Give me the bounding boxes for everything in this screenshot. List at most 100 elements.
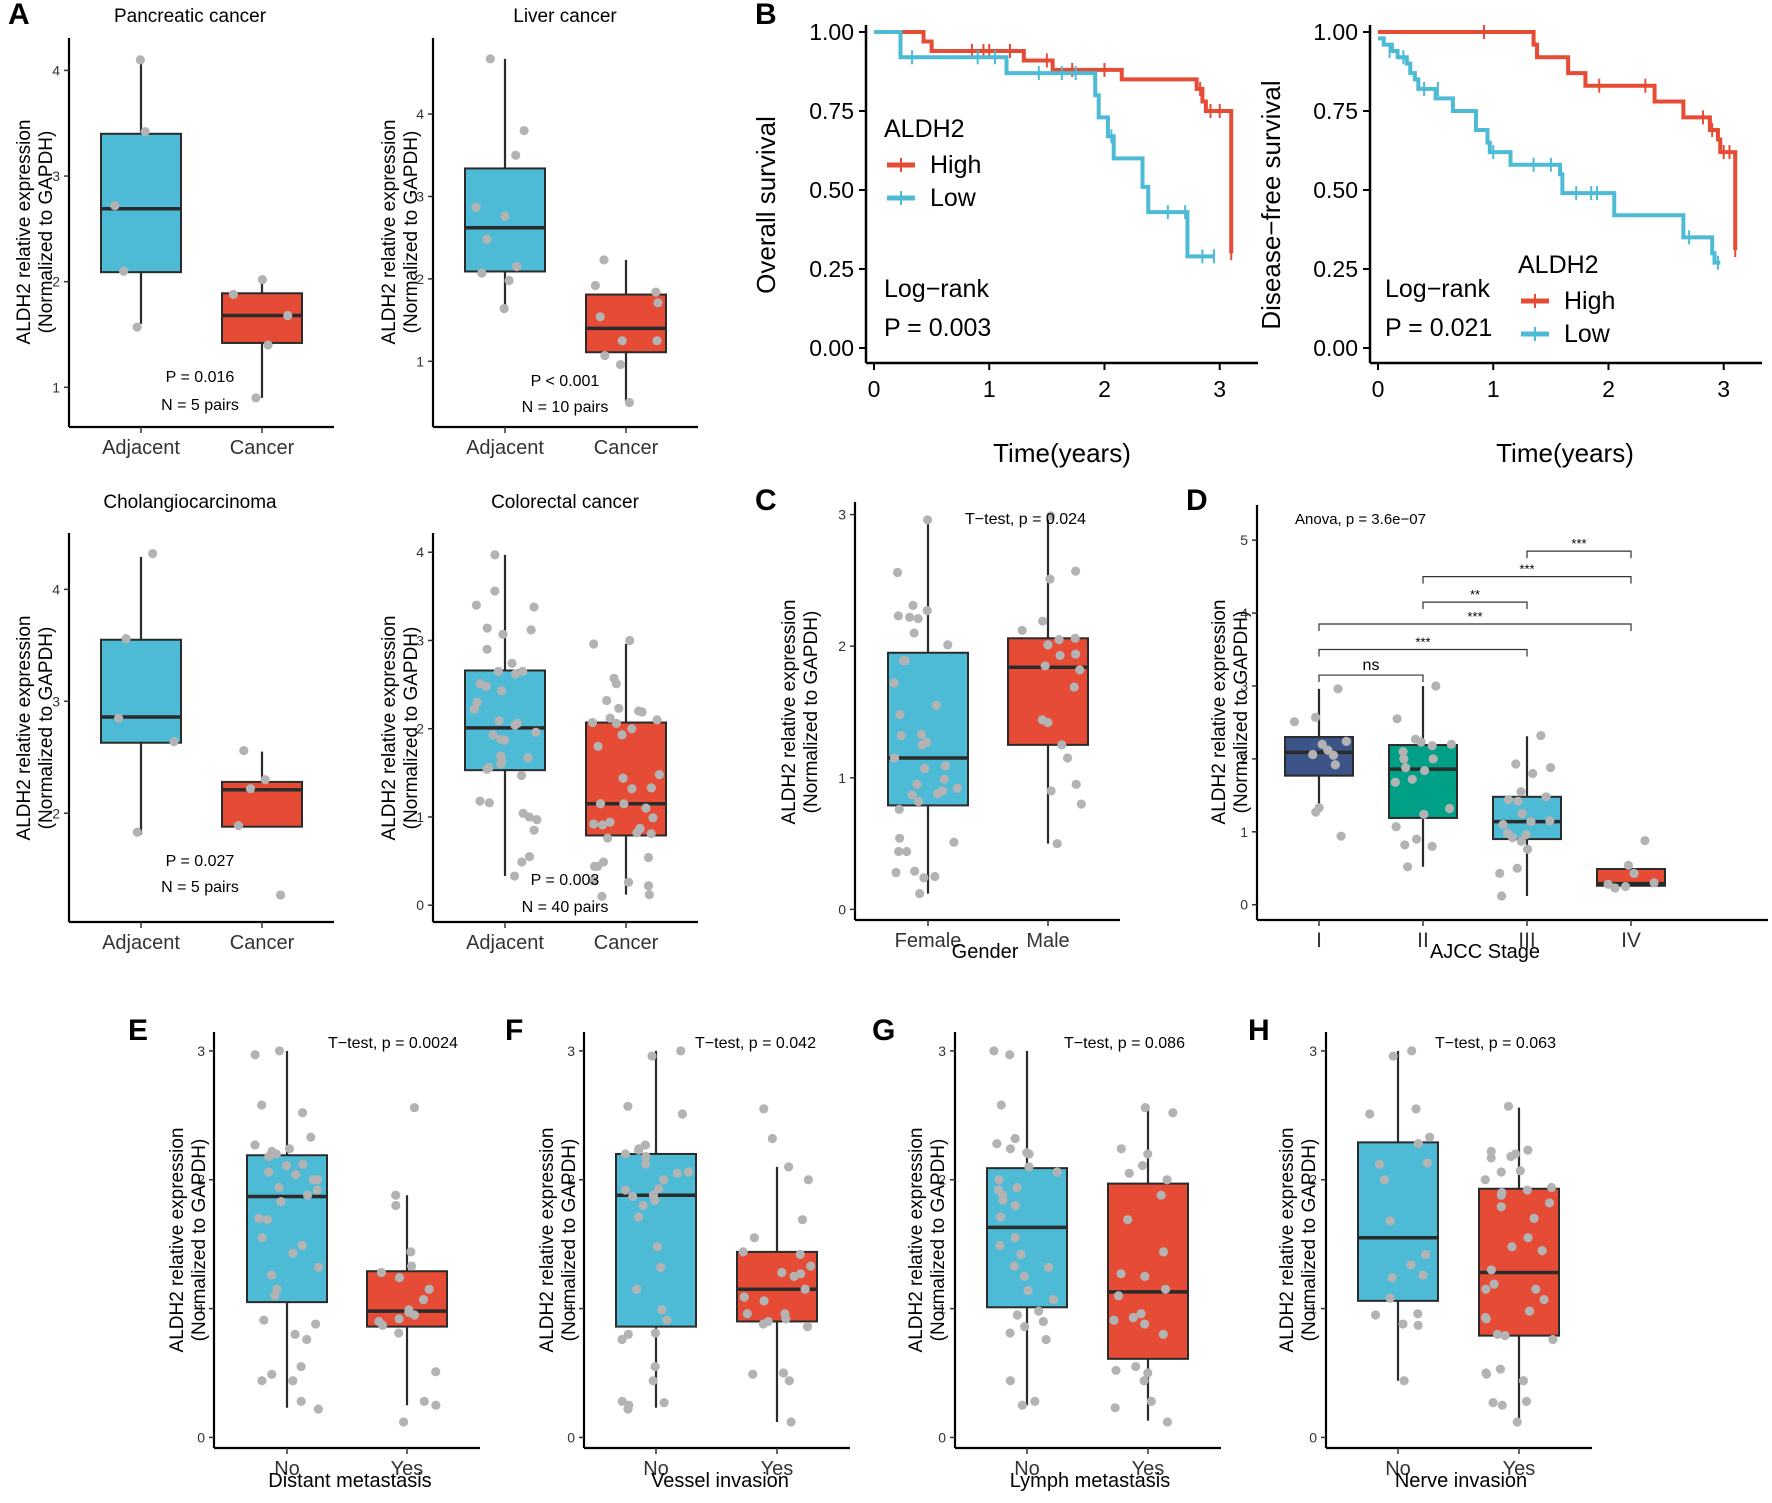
data-point: [245, 784, 256, 794]
panel-a2: 1 2 3 4 Adjacent Cancer Liver cancer ALDH2 rela…: [379, 6, 698, 459]
data-point: [140, 127, 150, 137]
data-point: [1496, 1202, 1506, 1212]
x-tick-label: Female: [895, 930, 962, 952]
data-point: [298, 1159, 308, 1169]
panel-label: H: [1248, 1014, 1270, 1047]
data-point: [893, 611, 903, 621]
panel-a3: 2 3 4 Adjacent Cancer Cholangiocarcinoma ALDH2…: [14, 492, 334, 954]
data-point: [484, 798, 494, 808]
y-tick-label: 2: [1240, 751, 1248, 767]
data-point: [531, 727, 541, 737]
data-point: [652, 336, 662, 346]
data-point: [891, 867, 901, 878]
data-point: [283, 310, 293, 321]
data-point: [683, 1167, 694, 1177]
y-tick-label: 1: [416, 809, 424, 825]
data-point: [1136, 1309, 1146, 1319]
data-point: [625, 635, 635, 646]
data-point: [472, 697, 482, 707]
data-point: [989, 1046, 999, 1056]
y-axis-label: ALDH2 relative expression: [14, 616, 35, 841]
data-point: [627, 724, 637, 734]
y-tick-label: 1: [1240, 824, 1248, 840]
data-point: [605, 713, 615, 723]
data-point: [738, 1247, 748, 1257]
data-point: [1446, 739, 1456, 749]
x-axis-label: Distant metastasis: [268, 1470, 431, 1492]
data-point: [1545, 763, 1556, 773]
data-point: [1402, 862, 1413, 872]
data-point: [519, 125, 529, 136]
data-point: [617, 336, 627, 346]
data-point: [306, 1132, 316, 1142]
data-point: [1168, 1108, 1178, 1118]
y-axis-label-sub: (Normalized to GAPDH): [559, 1139, 580, 1342]
data-point: [1140, 1271, 1150, 1281]
x-tick-label: 0: [1372, 376, 1385, 402]
data-point: [1124, 1168, 1134, 1178]
data-point: [1390, 777, 1400, 787]
data-point: [1495, 1364, 1506, 1374]
y-axis-label-sub: (Normalized to GAPDH): [401, 627, 422, 830]
data-point: [1311, 807, 1321, 817]
data-point: [475, 796, 485, 806]
y-tick-label: 3: [197, 1043, 205, 1059]
x-tick-label: Yes: [1503, 1458, 1536, 1480]
data-point: [497, 686, 507, 696]
significance-label: **: [1470, 587, 1480, 602]
data-point: [1333, 684, 1343, 694]
data-point: [1413, 1309, 1423, 1319]
data-point: [228, 289, 238, 299]
data-point: [290, 1329, 300, 1339]
data-point: [394, 1273, 405, 1283]
y-tick-label: 4: [52, 581, 60, 597]
data-point: [907, 790, 917, 800]
data-point: [648, 1376, 658, 1386]
y-tick-label: 0: [197, 1429, 205, 1445]
x-tick-label: No: [1385, 1458, 1411, 1480]
data-point: [1017, 1400, 1027, 1410]
y-tick-label: 0.00: [809, 335, 854, 361]
data-point: [510, 720, 520, 730]
data-point: [477, 268, 487, 278]
panel-b1: 0.00 0.25 0.50 0.75 1.00 0 1 2 3 B Overall surviva…: [751, 0, 1258, 468]
data-point: [603, 833, 613, 843]
data-point: [394, 1314, 404, 1324]
data-point: [257, 274, 268, 285]
data-point: [132, 322, 142, 332]
data-point: [632, 1284, 642, 1294]
data-point: [518, 666, 528, 676]
data-point: [1649, 878, 1659, 888]
data-point: [602, 695, 612, 706]
data-point: [496, 759, 506, 769]
data-point: [275, 890, 286, 900]
x-tick-label: No: [274, 1458, 300, 1480]
data-point: [615, 360, 626, 370]
x-tick-label: Cancer: [230, 932, 295, 954]
data-point: [917, 740, 927, 750]
data-point: [271, 1149, 282, 1159]
data-point: [1603, 879, 1613, 889]
data-point: [297, 1108, 308, 1118]
data-point: [1400, 840, 1410, 850]
x-tick-label: IV: [1621, 929, 1641, 952]
y-tick-label: 0: [1240, 897, 1248, 913]
data-point: [597, 891, 607, 901]
x-tick-label: No: [643, 1458, 669, 1480]
data-point: [777, 1267, 787, 1278]
data-point: [1548, 1334, 1558, 1345]
data-point: [900, 656, 910, 666]
data-point: [1496, 1190, 1506, 1200]
panel-label: B: [755, 0, 777, 31]
data-point: [889, 753, 900, 763]
box-female: [887, 651, 969, 807]
data-point: [922, 606, 932, 616]
data-point: [1308, 749, 1318, 760]
data-point: [1507, 1242, 1517, 1252]
data-point: [288, 1248, 298, 1258]
data-point: [517, 857, 527, 867]
panel-label: F: [505, 1014, 523, 1047]
y-axis-label: ALDH2 relative expression: [379, 120, 400, 345]
data-point: [1640, 835, 1650, 846]
data-point: [507, 658, 517, 669]
